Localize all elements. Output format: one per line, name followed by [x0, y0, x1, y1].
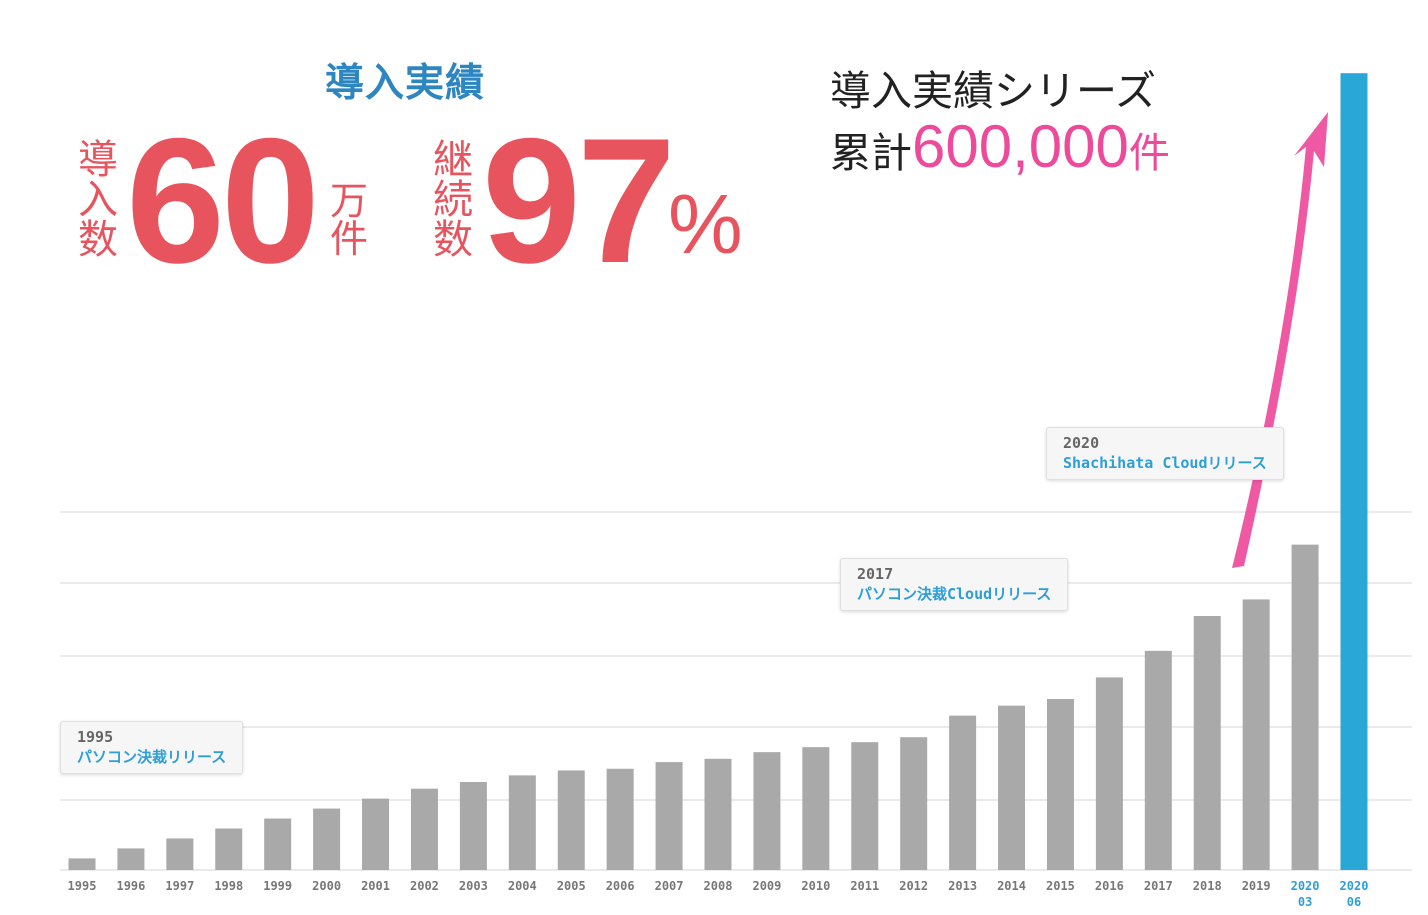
count-label: 導 入 数	[78, 140, 118, 260]
bar-1996	[117, 848, 145, 870]
callout-2020: 2020 Shachihata Cloudリリース	[1046, 427, 1284, 480]
x-tick-label: 2009	[752, 879, 781, 893]
series-total-unit: 件	[1128, 129, 1170, 177]
x-tick-label: 2011	[850, 879, 879, 893]
bar-2007	[655, 762, 683, 870]
x-tick-label: 1998	[214, 879, 243, 893]
growth-arrow	[1232, 112, 1328, 568]
x-tick-label: 06	[1347, 895, 1361, 909]
callout-text: Shachihata Cloudリリース	[1063, 453, 1267, 472]
bar-1997	[166, 838, 194, 870]
bar-2000	[313, 808, 341, 870]
x-tick-label: 2002	[410, 879, 439, 893]
x-tick-label: 2020	[1291, 879, 1320, 893]
bar-1998	[215, 828, 243, 870]
count-label-char: 入	[78, 177, 118, 223]
bar-2005	[557, 770, 585, 870]
bar-2020-06	[1340, 73, 1368, 870]
x-tick-label: 2015	[1046, 879, 1075, 893]
bar-2010	[802, 747, 830, 870]
bar-2009	[753, 752, 781, 870]
series-total-prefix: 累計	[830, 129, 912, 177]
x-tick-label: 2018	[1193, 879, 1222, 893]
callout-year: 1995	[77, 728, 114, 746]
x-axis-labels: 1995 1996 1997 1998 1999 2000 2001 2002 2003 2004…	[68, 879, 1369, 909]
series-total-value: 600,000	[912, 113, 1129, 180]
x-tick-label: 2014	[997, 879, 1026, 893]
bar-1995	[68, 858, 96, 870]
bar-1999	[264, 818, 292, 870]
bar-2012	[900, 737, 928, 870]
series-title: 導入実績シリーズ	[830, 67, 1156, 115]
count-unit-char: 万	[330, 179, 369, 223]
x-tick-label: 2019	[1242, 879, 1271, 893]
count-unit: 万 件	[330, 182, 368, 258]
count-value: 60	[126, 101, 320, 300]
x-tick-label: 2016	[1095, 879, 1124, 893]
x-tick-label: 1999	[263, 879, 292, 893]
x-tick-label: 2004	[508, 879, 537, 893]
bar-2004	[508, 775, 536, 870]
callout-2017: 2017 パソコン決裁Cloudリリース	[840, 558, 1069, 611]
bar-2008	[704, 758, 732, 870]
bar-2003	[459, 782, 487, 870]
x-tick-label: 2007	[655, 879, 684, 893]
callout-1995: 1995 パソコン決裁リリース	[60, 721, 244, 774]
x-tick-label: 2017	[1144, 879, 1173, 893]
bar-2011	[851, 742, 879, 870]
bar-2002	[410, 788, 438, 870]
x-tick-label: 2010	[801, 879, 830, 893]
x-tick-label: 1996	[116, 879, 145, 893]
x-tick-label: 2000	[312, 879, 341, 893]
callout-text: パソコン決裁リリース	[77, 747, 227, 766]
bar-2014	[998, 705, 1026, 870]
bar-2013	[949, 715, 977, 870]
bar-2015	[1046, 699, 1074, 870]
callout-year: 2020	[1063, 434, 1100, 452]
x-tick-label: 2012	[899, 879, 928, 893]
x-tick-label: 2003	[459, 879, 488, 893]
bar-2017	[1144, 650, 1172, 870]
bar-2018	[1193, 616, 1221, 870]
x-tick-label: 2013	[948, 879, 977, 893]
x-tick-label: 2005	[557, 879, 586, 893]
retention-unit: %	[668, 177, 743, 271]
bars	[68, 73, 1368, 870]
retention-label-char: 数	[433, 217, 473, 263]
x-tick-label: 03	[1298, 895, 1312, 909]
x-tick-label: 2001	[361, 879, 390, 893]
callout-year: 2017	[857, 565, 894, 583]
count-label-char: 数	[78, 217, 118, 263]
bar-2006	[606, 768, 634, 870]
bar-2016	[1095, 677, 1123, 870]
header-title: 導入実績	[325, 61, 486, 106]
count-unit-char: 件	[330, 217, 369, 261]
bar-2019	[1242, 599, 1270, 870]
x-tick-label: 2006	[606, 879, 635, 893]
retention-label-char: 続	[433, 177, 473, 223]
bar-2020-03	[1291, 544, 1319, 870]
series-total: 累計 600,000 件	[830, 112, 1170, 181]
count-label-char: 導	[78, 137, 118, 183]
retention-value: 97	[482, 101, 676, 300]
retention-label: 継 続 数	[433, 140, 473, 260]
x-tick-label: 2020	[1340, 879, 1369, 893]
bar-2001	[362, 798, 390, 870]
x-tick-label: 1995	[68, 879, 97, 893]
retention-label-char: 継	[433, 137, 473, 183]
x-tick-label: 1997	[165, 879, 194, 893]
x-tick-label: 2008	[704, 879, 733, 893]
callout-text: パソコン決裁Cloudリリース	[857, 584, 1052, 603]
